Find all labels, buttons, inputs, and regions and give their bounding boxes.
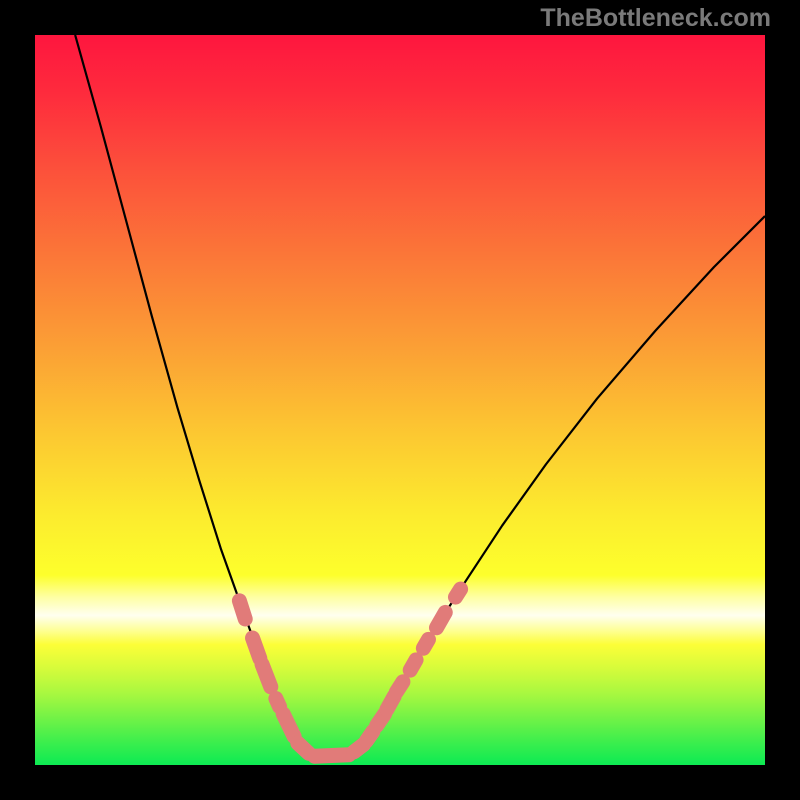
highlight-segment	[396, 682, 403, 692]
highlight-segment	[253, 638, 260, 658]
plot-frame	[35, 35, 765, 765]
watermark-label: TheBottleneck.com	[540, 4, 771, 33]
highlight-segment	[276, 699, 280, 707]
plot-svg	[35, 35, 765, 765]
highlight-segment	[315, 755, 349, 756]
highlight-segment	[239, 601, 245, 619]
highlight-segment	[410, 660, 416, 670]
highlight-segment	[366, 731, 373, 740]
highlight-segment	[423, 639, 428, 648]
highlight-segment	[298, 743, 309, 753]
highlight-segment	[283, 714, 294, 737]
highlight-segment	[262, 664, 271, 687]
gradient-background	[35, 35, 765, 765]
highlight-segment	[437, 612, 446, 627]
highlight-segment	[455, 589, 460, 597]
